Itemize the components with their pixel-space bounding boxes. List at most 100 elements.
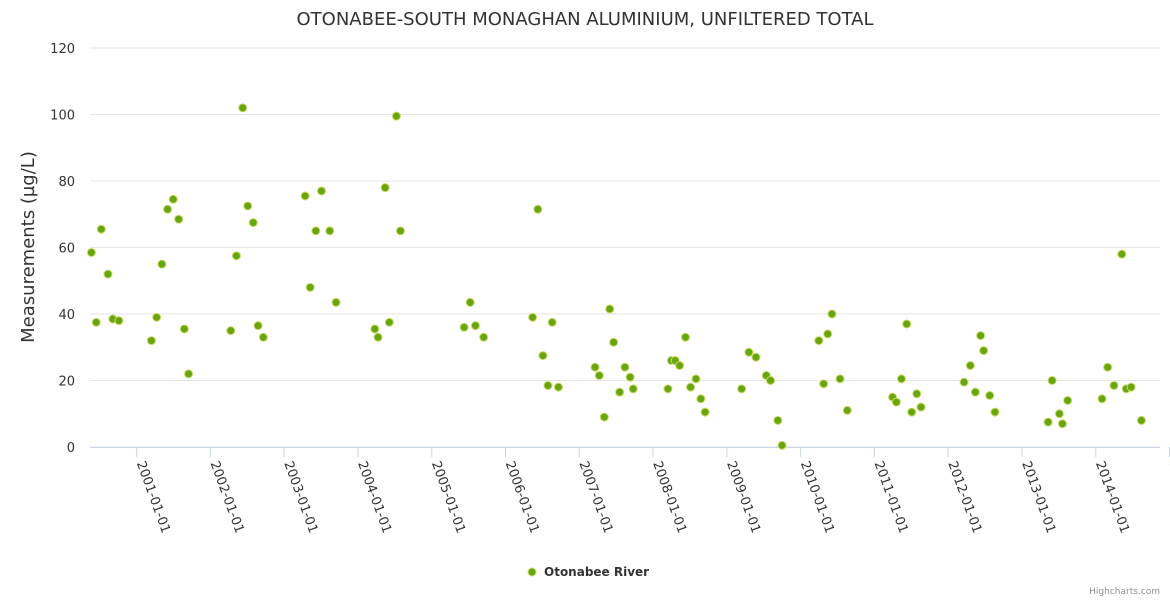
data-point[interactable] bbox=[231, 251, 241, 261]
data-point[interactable] bbox=[311, 226, 321, 236]
legend[interactable]: Otonabee River bbox=[527, 565, 649, 579]
data-point[interactable] bbox=[86, 247, 96, 257]
data-point[interactable] bbox=[316, 186, 326, 196]
data-point[interactable] bbox=[907, 407, 917, 417]
x-tick-label: 2003-01-01 bbox=[280, 459, 320, 535]
data-point[interactable] bbox=[258, 332, 268, 342]
data-point[interactable] bbox=[370, 324, 380, 334]
data-point[interactable] bbox=[819, 379, 829, 389]
data-point[interactable] bbox=[300, 191, 310, 201]
data-point[interactable] bbox=[543, 380, 553, 390]
data-point[interactable] bbox=[675, 361, 685, 371]
data-point[interactable] bbox=[751, 352, 761, 362]
data-point[interactable] bbox=[168, 194, 178, 204]
data-point[interactable] bbox=[686, 382, 696, 392]
data-point[interactable] bbox=[696, 394, 706, 404]
data-point[interactable] bbox=[970, 387, 980, 397]
data-point[interactable] bbox=[331, 297, 341, 307]
data-point[interactable] bbox=[737, 384, 747, 394]
data-point[interactable] bbox=[226, 326, 236, 336]
data-point[interactable] bbox=[547, 317, 557, 327]
data-point[interactable] bbox=[620, 362, 630, 372]
data-point[interactable] bbox=[965, 361, 975, 371]
data-point[interactable] bbox=[766, 376, 776, 385]
data-point[interactable] bbox=[916, 402, 926, 412]
data-point[interactable] bbox=[590, 362, 600, 372]
data-point[interactable] bbox=[184, 369, 194, 379]
data-point[interactable] bbox=[625, 372, 635, 382]
data-point[interactable] bbox=[533, 204, 543, 214]
data-point[interactable] bbox=[605, 304, 615, 314]
legend-label[interactable]: Otonabee River bbox=[544, 565, 649, 579]
data-point[interactable] bbox=[744, 347, 754, 357]
data-point[interactable] bbox=[384, 317, 394, 327]
data-point[interactable] bbox=[891, 397, 901, 407]
data-point[interactable] bbox=[238, 103, 248, 113]
data-point[interactable] bbox=[827, 309, 837, 319]
data-point[interactable] bbox=[243, 201, 253, 211]
credits-link[interactable]: Highcharts.com bbox=[1089, 587, 1160, 597]
data-point[interactable] bbox=[896, 374, 906, 384]
data-point[interactable] bbox=[1057, 419, 1067, 429]
data-point[interactable] bbox=[814, 336, 824, 346]
data-point[interactable] bbox=[114, 316, 124, 326]
data-point[interactable] bbox=[609, 337, 619, 347]
data-point[interactable] bbox=[391, 111, 401, 121]
data-point[interactable] bbox=[691, 374, 701, 384]
legend-marker-icon bbox=[527, 567, 537, 577]
data-point[interactable] bbox=[594, 371, 604, 381]
data-point[interactable] bbox=[174, 214, 184, 224]
data-point[interactable] bbox=[91, 317, 101, 327]
data-point[interactable] bbox=[835, 374, 845, 384]
data-point[interactable] bbox=[1136, 415, 1146, 425]
data-point[interactable] bbox=[248, 218, 258, 228]
data-point[interactable] bbox=[380, 183, 390, 193]
data-point[interactable] bbox=[325, 226, 335, 236]
data-point[interactable] bbox=[777, 440, 787, 450]
data-point[interactable] bbox=[985, 390, 995, 400]
data-point[interactable] bbox=[1103, 362, 1113, 372]
data-point[interactable] bbox=[157, 259, 167, 269]
data-point[interactable] bbox=[663, 384, 673, 394]
data-point[interactable] bbox=[902, 319, 912, 329]
data-point[interactable] bbox=[479, 332, 489, 342]
data-point[interactable] bbox=[146, 336, 156, 346]
data-point[interactable] bbox=[96, 224, 106, 234]
data-point[interactable] bbox=[553, 382, 563, 392]
data-point[interactable] bbox=[959, 377, 969, 387]
data-point[interactable] bbox=[615, 387, 625, 397]
data-point[interactable] bbox=[1117, 249, 1127, 259]
data-point[interactable] bbox=[912, 389, 922, 399]
data-point[interactable] bbox=[990, 407, 1000, 417]
data-point[interactable] bbox=[1063, 395, 1073, 405]
data-point[interactable] bbox=[979, 346, 989, 356]
data-point[interactable] bbox=[528, 312, 538, 322]
data-point[interactable] bbox=[163, 204, 173, 214]
data-point[interactable] bbox=[1126, 382, 1136, 392]
data-point[interactable] bbox=[628, 384, 638, 394]
data-point[interactable] bbox=[823, 329, 833, 339]
data-point[interactable] bbox=[599, 412, 609, 422]
data-point[interactable] bbox=[842, 405, 852, 415]
data-point[interactable] bbox=[976, 331, 986, 341]
data-point[interactable] bbox=[103, 269, 113, 279]
data-point[interactable] bbox=[373, 332, 383, 342]
data-point[interactable] bbox=[700, 407, 710, 417]
data-point[interactable] bbox=[1109, 380, 1119, 390]
data-point[interactable] bbox=[470, 321, 480, 331]
data-point[interactable] bbox=[1047, 376, 1057, 385]
data-point[interactable] bbox=[152, 312, 162, 322]
data-points[interactable] bbox=[86, 103, 1146, 450]
data-point[interactable] bbox=[253, 321, 263, 331]
data-point[interactable] bbox=[680, 332, 690, 342]
data-point[interactable] bbox=[395, 226, 405, 236]
data-point[interactable] bbox=[459, 322, 469, 332]
data-point[interactable] bbox=[1097, 394, 1107, 404]
data-point[interactable] bbox=[179, 324, 189, 334]
data-point[interactable] bbox=[773, 415, 783, 425]
data-point[interactable] bbox=[1043, 417, 1053, 427]
data-point[interactable] bbox=[305, 282, 315, 292]
data-point[interactable] bbox=[1054, 409, 1064, 419]
data-point[interactable] bbox=[465, 297, 475, 307]
data-point[interactable] bbox=[538, 351, 548, 361]
